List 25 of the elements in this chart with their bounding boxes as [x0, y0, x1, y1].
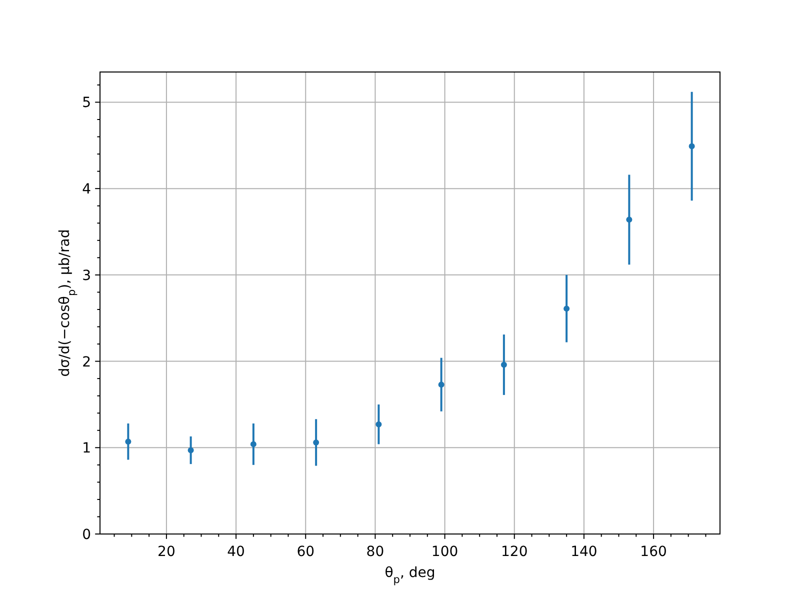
point [688, 143, 695, 150]
x-tick-label: 40 [227, 544, 245, 560]
point [188, 447, 194, 454]
x-tick-label: 20 [158, 544, 176, 560]
y-tick-label: 0 [82, 527, 92, 543]
y-tick-label: 5 [82, 95, 92, 112]
y-tick-label: 1 [82, 440, 92, 457]
point [500, 362, 507, 368]
y-tick-label: 2 [82, 354, 92, 370]
point [376, 421, 382, 428]
point [250, 441, 256, 448]
point [125, 438, 132, 445]
point [564, 306, 570, 312]
x-tick-label: 100 [431, 544, 458, 560]
point [438, 382, 444, 388]
y-tick-label: 4 [82, 182, 92, 198]
x-tick-label: 80 [366, 544, 384, 560]
point [313, 439, 320, 446]
x-tick-label: 140 [570, 544, 598, 560]
y-tick-label: 3 [82, 268, 92, 284]
x-tick-label: 60 [296, 544, 315, 560]
x-axis-title: θ$_{p}$, deg [384, 565, 436, 586]
x-tick-label: 120 [501, 544, 528, 560]
x-tick-label: 160 [640, 544, 667, 560]
point [626, 216, 632, 223]
